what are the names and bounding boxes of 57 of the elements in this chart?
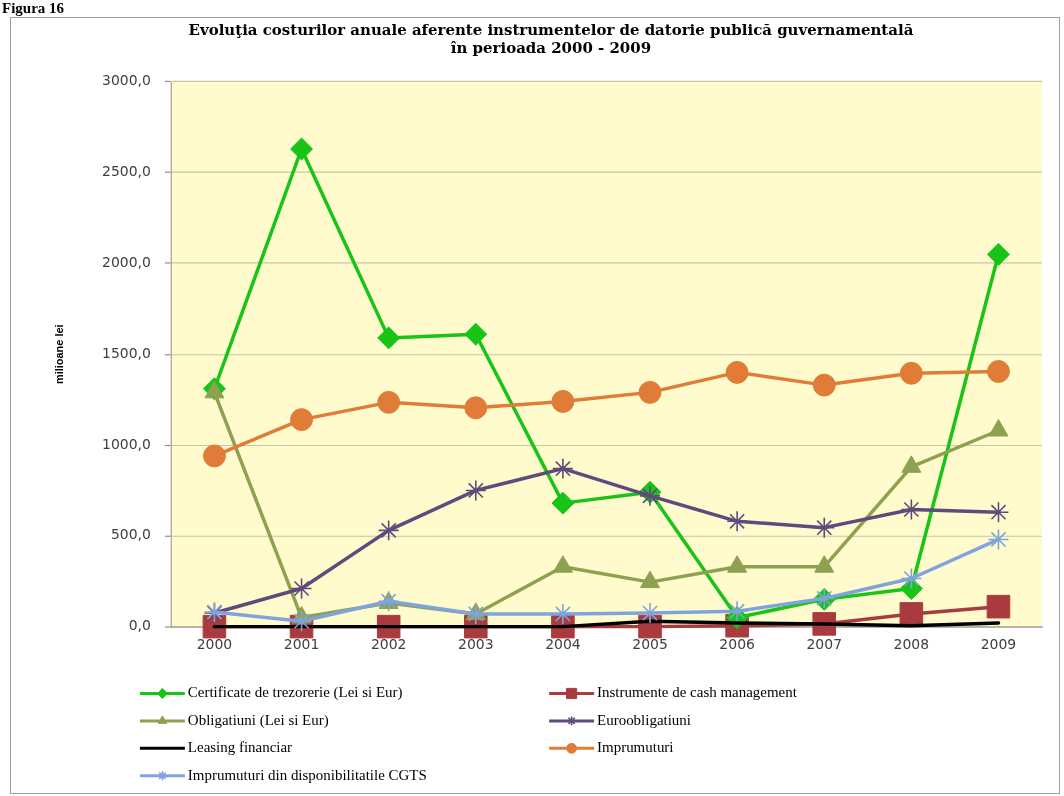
y-tick-label: 500,0 <box>110 526 151 543</box>
y-tick-label: 2000,0 <box>102 254 151 271</box>
legend-label: Imprumuturi <box>597 739 674 756</box>
text: Figura 16 <box>2 0 65 17</box>
point <box>290 137 314 161</box>
point <box>986 594 1011 619</box>
y-tick-label: 0,0 <box>128 617 151 634</box>
point <box>551 491 575 515</box>
point <box>290 577 313 600</box>
point <box>987 242 1010 266</box>
point <box>987 528 1010 551</box>
legend-label: Certificate de trezorerie (Lei si Eur) <box>187 684 403 702</box>
x-tick-label: 2002 <box>370 635 407 652</box>
point <box>552 603 574 625</box>
point <box>900 567 923 590</box>
point <box>290 408 314 432</box>
point <box>899 602 924 626</box>
point <box>464 322 488 346</box>
point <box>639 602 661 624</box>
legend-label: Leasing financiar <box>187 739 293 756</box>
x-tick-label: 2005 <box>632 635 668 652</box>
point <box>552 457 574 480</box>
point <box>377 326 401 350</box>
x-tick-label: 2004 <box>545 635 581 652</box>
point <box>638 380 662 404</box>
point <box>726 600 748 622</box>
point <box>464 396 488 420</box>
legend-label: Euroobligatiuni <box>597 711 691 728</box>
y-tick-label: 1500,0 <box>102 344 151 361</box>
y-axis-title: milioane lei <box>52 324 65 385</box>
point <box>377 519 400 542</box>
x-tick-label: 2006 <box>719 635 755 652</box>
point <box>726 510 748 533</box>
point <box>725 360 749 384</box>
point <box>202 444 226 468</box>
x-tick-label: 2009 <box>980 635 1017 652</box>
point <box>465 479 487 502</box>
point <box>639 485 661 507</box>
y-tick-label: 1000,0 <box>102 435 151 452</box>
point <box>813 516 836 539</box>
point <box>987 360 1010 383</box>
y-tick-label: 3000,0 <box>102 72 151 89</box>
point <box>812 373 836 397</box>
point <box>899 361 923 385</box>
legend-label: Instrumente de cash management <box>597 684 798 701</box>
point <box>551 389 575 413</box>
legend-label: Imprumuturi din disponibilitatile CGTS <box>187 766 427 783</box>
x-tick-label: 2001 <box>283 635 320 652</box>
x-tick-label: 2003 <box>458 635 494 652</box>
chart-title: Evoluţia costurilor anuale aferente instrumentelor de datorie publică guvernamentală în perioada 2000 - 2009 <box>188 20 914 57</box>
legend-label: Obligatiuni (Lei si Eur) <box>187 711 329 729</box>
point <box>465 603 487 625</box>
point <box>377 390 401 414</box>
x-tick-label: 2008 <box>893 635 930 652</box>
y-tick-label: 2500,0 <box>102 163 151 180</box>
x-tick-label: 2007 <box>806 635 843 652</box>
x-tick-label: 2000 <box>196 635 233 652</box>
